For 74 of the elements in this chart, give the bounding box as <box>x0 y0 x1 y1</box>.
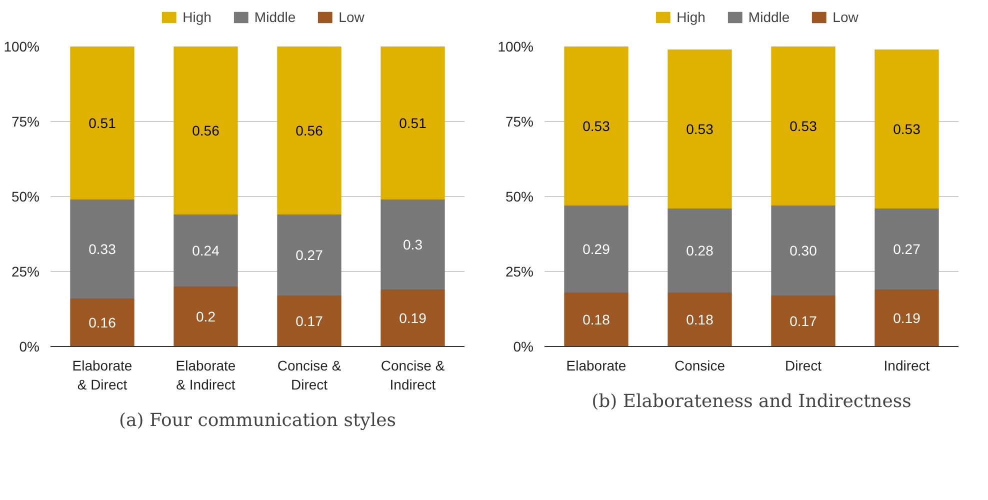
bar <box>380 200 445 290</box>
bar <box>564 46 628 206</box>
data-label: 0.56 <box>296 122 324 138</box>
data-label: 0.17 <box>790 313 818 329</box>
legend-label: High <box>676 9 706 25</box>
y-tick-label: 100% <box>4 38 40 54</box>
bar <box>874 208 939 290</box>
bar <box>277 296 342 346</box>
y-tick-label: 100% <box>498 38 534 54</box>
bar <box>174 214 238 286</box>
data-label: 0.24 <box>192 242 220 258</box>
y-tick-label: 0% <box>513 338 534 354</box>
bar <box>380 46 445 200</box>
data-label: 0.27 <box>296 247 324 263</box>
x-tick-label: Elaborate & Direct <box>72 358 132 393</box>
x-tick-label: Elaborate & Indirect <box>176 358 236 393</box>
data-label: 0.51 <box>88 115 116 131</box>
data-label: 0.33 <box>88 241 116 257</box>
legend-label: Low <box>832 9 858 25</box>
data-label: 0.18 <box>582 312 610 328</box>
x-tick-label: Elaborate <box>566 358 626 374</box>
bar <box>277 214 342 296</box>
data-label: 0.18 <box>686 312 714 328</box>
bar <box>771 296 836 346</box>
bar <box>277 46 342 214</box>
y-tick-label: 50% <box>505 188 534 204</box>
data-label: 0.30 <box>790 242 818 258</box>
data-label: 0.28 <box>686 242 714 258</box>
bar <box>771 46 836 206</box>
data-label: 0.16 <box>88 314 116 330</box>
data-label: 0.19 <box>893 310 921 326</box>
data-label: 0.29 <box>582 241 610 257</box>
data-label: 0.53 <box>790 118 818 134</box>
bar <box>174 46 238 214</box>
bar <box>668 50 732 208</box>
legend-label: High <box>182 9 212 25</box>
bar <box>874 290 939 346</box>
data-label: 0.51 <box>399 115 427 131</box>
data-label: 0.27 <box>893 241 921 257</box>
x-tick-label: Indirect <box>884 358 930 374</box>
bar <box>564 292 628 346</box>
y-tick-label: 50% <box>11 188 40 204</box>
y-tick-label: 25% <box>11 264 40 280</box>
x-tick-label: Direct <box>784 358 822 374</box>
data-label: 0.56 <box>192 122 220 138</box>
bar <box>771 206 836 296</box>
data-label: 0.17 <box>296 313 324 329</box>
data-label: 0.53 <box>582 118 610 134</box>
bar <box>564 206 628 292</box>
y-tick-label: 75% <box>11 114 40 130</box>
data-label: 0.2 <box>196 308 216 324</box>
bar <box>70 46 134 200</box>
bar <box>70 298 134 346</box>
bar <box>668 208 732 292</box>
y-tick-label: 25% <box>505 264 534 280</box>
bar <box>174 286 238 346</box>
y-tick-label: 0% <box>19 338 40 354</box>
data-label: 0.3 <box>403 236 423 252</box>
text: (b) Elaborateness and Indirectness <box>592 391 912 412</box>
legend-label: Middle <box>254 9 296 25</box>
data-label: 0.53 <box>686 121 714 137</box>
bar <box>874 50 939 208</box>
x-tick-label: Concise & Direct <box>277 358 342 393</box>
legend-label: Low <box>338 9 364 25</box>
bar <box>668 292 732 346</box>
data-label: 0.19 <box>399 310 427 326</box>
bar <box>70 200 134 298</box>
text: (a) Four communication styles <box>119 410 396 431</box>
x-tick-label: Concise & Indirect <box>380 358 446 393</box>
y-tick-label: 75% <box>505 114 534 130</box>
bar <box>380 290 445 346</box>
legend-label: Middle <box>748 9 790 25</box>
data-label: 0.53 <box>893 121 921 137</box>
x-tick-label: Consice <box>674 358 726 374</box>
